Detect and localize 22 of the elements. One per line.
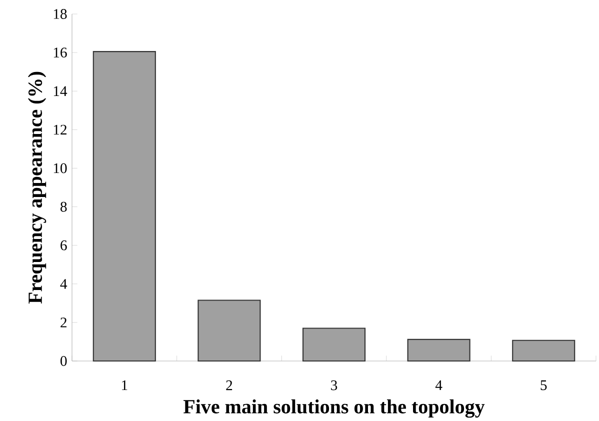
x-axis-title: Five main solutions on the topology xyxy=(183,399,485,418)
bar xyxy=(92,51,156,362)
y-tick-label: 6 xyxy=(60,240,67,250)
y-tick-label: 4 xyxy=(60,279,68,289)
y-tick-label: 16 xyxy=(54,48,67,58)
x-tick-label: 1 xyxy=(122,380,128,390)
bar xyxy=(407,338,470,362)
x-tick-label: 2 xyxy=(226,380,232,390)
y-tick-label: 18 xyxy=(54,9,67,19)
x-tick-label: 5 xyxy=(540,380,547,390)
bar xyxy=(198,300,261,362)
x-tick-label: 4 xyxy=(435,380,442,390)
y-tick-label: 10 xyxy=(54,163,67,174)
y-tick-label: 8 xyxy=(60,202,67,212)
bar xyxy=(512,340,576,362)
bar xyxy=(302,328,366,362)
y-tick-label: 0 xyxy=(60,356,67,366)
y-tick-label: 2 xyxy=(60,318,66,328)
y-tick-label: 12 xyxy=(54,124,66,135)
y-tick-label: 14 xyxy=(54,86,68,96)
y-axis-title: Frequency appearance (%) xyxy=(28,72,46,304)
x-tick-label: 3 xyxy=(331,380,338,390)
